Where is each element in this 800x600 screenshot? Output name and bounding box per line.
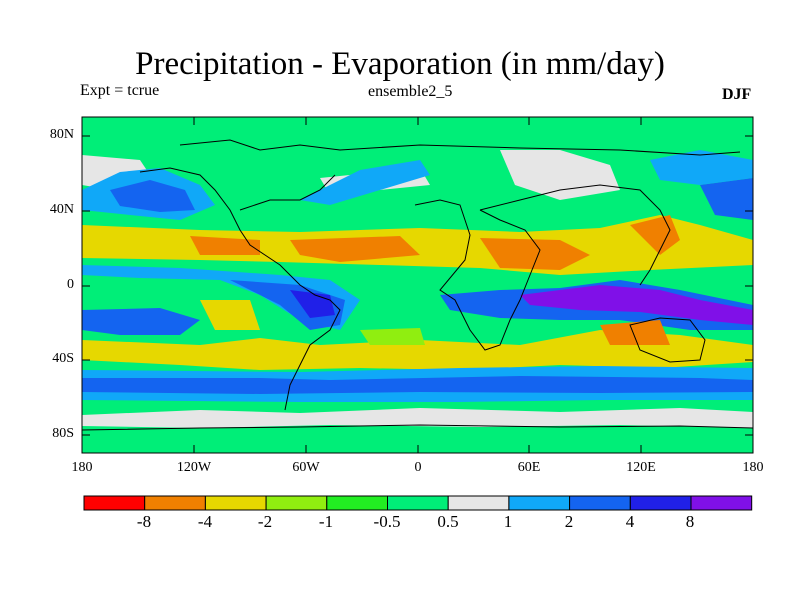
lon-label-180w: 180	[71, 460, 93, 475]
colorbar-swatch	[326, 495, 388, 511]
lat-label-80s: 80S	[52, 426, 74, 441]
asia-coast	[479, 184, 671, 286]
colorbar-label: 8	[685, 512, 695, 531]
colorbar-label: 0.5	[437, 512, 459, 531]
lat-label-80n: 80N	[49, 127, 74, 142]
lat-label-40s: 40S	[52, 351, 74, 366]
colorbar-swatch	[83, 495, 146, 511]
colorbar-swatch	[447, 495, 510, 511]
season-label: DJF	[722, 86, 752, 103]
colorbar-swatch	[387, 495, 449, 511]
colorbar-swatch	[569, 495, 631, 511]
figure-title: Precipitation - Evaporation (in mm/day)	[135, 46, 665, 82]
lon-label-60w: 60W	[292, 460, 320, 475]
colorbar	[83, 495, 753, 511]
lon-label-0: 0	[414, 460, 422, 475]
colorbar-label: -2	[257, 512, 273, 531]
south-atlantic-lime	[360, 328, 425, 345]
colorbar-label: -0.5	[373, 512, 401, 531]
lat-label-0: 0	[67, 277, 74, 292]
southern-storm-core	[82, 376, 753, 394]
nh-atlantic-orange	[290, 236, 420, 262]
lon-label-180e: 180	[742, 460, 764, 475]
antarctic-field	[82, 430, 753, 453]
australia-coast	[629, 317, 706, 363]
colorbar-label: 4	[625, 512, 635, 531]
sh-subtropical-yellow	[82, 330, 753, 370]
atlantic-storm-track	[300, 160, 430, 205]
arabian-orange	[480, 238, 590, 270]
arctic-coast	[179, 139, 741, 156]
colorbar-label: -8	[136, 512, 152, 531]
antarctica-coast	[82, 424, 753, 431]
colorbar-swatch	[629, 495, 692, 511]
axis-ticks	[82, 117, 753, 453]
se-pacific-yellow	[200, 300, 260, 330]
maritime-continent-purple	[520, 285, 753, 325]
run-label: ensemble2_5	[368, 83, 453, 100]
nh-subtropical-yellow	[82, 215, 753, 275]
nh-pacific-orange	[190, 236, 260, 255]
colorbar-swatch	[144, 495, 206, 511]
south-indian-orange	[600, 320, 670, 345]
antarctic-gray	[82, 408, 753, 428]
gray-band-siberia	[500, 150, 620, 200]
amazon-core	[290, 290, 335, 318]
colorbar-swatch	[690, 495, 753, 511]
africa-europe-coast	[414, 199, 541, 351]
nw-pacific-blue	[650, 150, 753, 185]
lon-label-120w: 120W	[176, 460, 212, 475]
colorbar-label: 1	[503, 512, 513, 531]
coastlines	[82, 139, 753, 431]
lat-label-40n: 40N	[49, 202, 74, 217]
colorbar-label: -1	[318, 512, 334, 531]
colorbar-swatch	[508, 495, 571, 511]
pacific-storm-core	[110, 180, 195, 212]
lon-label-60e: 60E	[517, 460, 541, 475]
field-layer	[82, 117, 753, 453]
colorbar-swatch	[265, 495, 328, 511]
experiment-label: Expt = tcrue	[80, 82, 160, 99]
colorbar-label: 2	[564, 512, 574, 531]
colorbar-label: -4	[197, 512, 213, 531]
colorbar-swatch	[204, 495, 267, 511]
americas-coast	[139, 167, 341, 411]
gray-band-nw	[82, 155, 150, 188]
west-pacific-storm	[700, 178, 753, 220]
north-america-east-coast	[239, 174, 336, 211]
spcz-west	[82, 308, 200, 335]
lon-label-120e: 120E	[626, 460, 656, 475]
amazon-wet	[230, 280, 345, 330]
